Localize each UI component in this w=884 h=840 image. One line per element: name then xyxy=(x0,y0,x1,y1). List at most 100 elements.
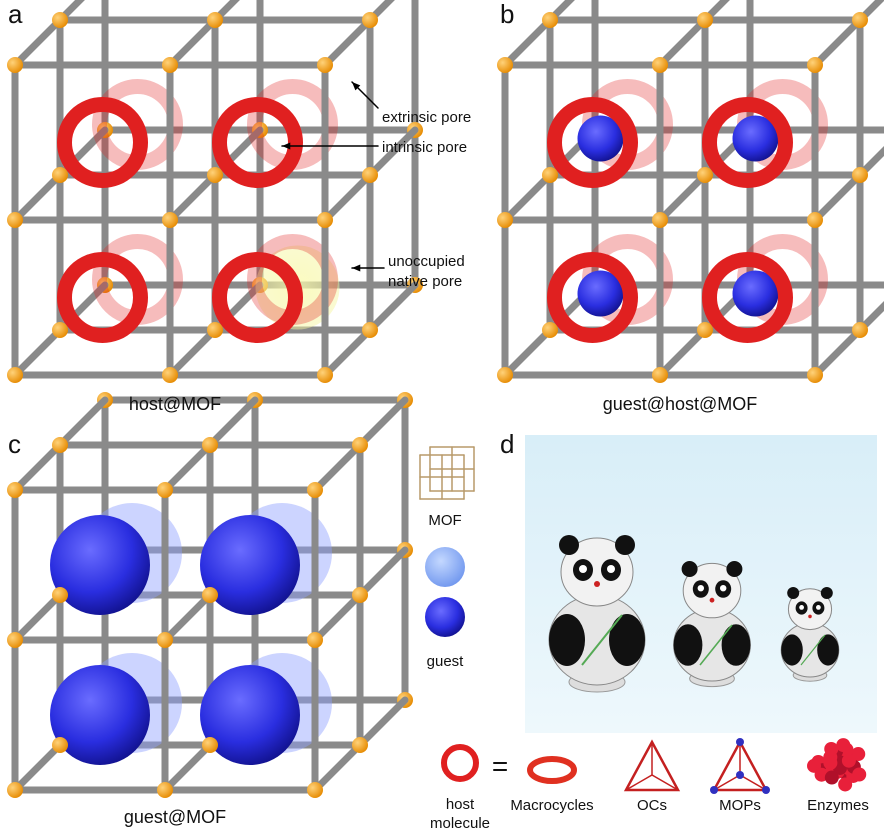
bamboo xyxy=(699,624,733,666)
arm xyxy=(549,614,585,666)
annotation: extrinsic pore xyxy=(382,109,471,126)
ear xyxy=(787,587,800,599)
arrow-head xyxy=(352,264,361,272)
ring xyxy=(212,252,303,343)
arm xyxy=(673,624,703,666)
guest xyxy=(577,270,624,317)
eye xyxy=(579,565,587,573)
ear xyxy=(681,561,698,577)
node xyxy=(207,322,223,338)
node xyxy=(202,437,218,453)
node xyxy=(307,782,323,798)
node xyxy=(542,12,558,28)
node xyxy=(52,587,68,603)
node xyxy=(697,167,713,183)
enzyme xyxy=(836,738,851,753)
rod xyxy=(811,0,884,69)
panel-label: d xyxy=(500,429,514,459)
ring xyxy=(547,252,638,343)
node xyxy=(162,57,178,73)
node xyxy=(497,57,513,73)
macrocycle xyxy=(527,756,577,784)
eye xyxy=(697,585,704,592)
node xyxy=(52,737,68,753)
node xyxy=(157,632,173,648)
guest xyxy=(577,115,624,162)
node xyxy=(307,632,323,648)
node xyxy=(352,437,368,453)
ring xyxy=(441,744,479,782)
equals: = xyxy=(492,750,508,781)
caption: host@MOF xyxy=(129,394,221,414)
caption: guest@MOF xyxy=(124,807,226,827)
node xyxy=(157,482,173,498)
doll-head xyxy=(787,588,833,631)
panel-label: b xyxy=(500,0,514,29)
guest-ghost xyxy=(425,547,465,587)
panel-label: c xyxy=(8,429,21,459)
drawing xyxy=(7,0,884,798)
nose xyxy=(808,614,812,619)
node xyxy=(52,12,68,28)
ring xyxy=(702,97,793,188)
guest xyxy=(50,665,150,765)
caption: guest@host@MOF xyxy=(603,394,758,414)
cage xyxy=(711,739,769,792)
annotation: intrinsic pore xyxy=(382,139,467,156)
legend-label: MOF xyxy=(428,512,461,529)
annotation: unoccupied xyxy=(388,253,465,270)
node xyxy=(202,737,218,753)
legend-label: guest xyxy=(427,653,465,670)
node xyxy=(7,212,23,228)
node xyxy=(542,167,558,183)
node xyxy=(352,737,368,753)
node xyxy=(317,367,333,383)
node xyxy=(352,587,368,603)
node xyxy=(317,212,333,228)
node xyxy=(162,212,178,228)
node xyxy=(807,367,823,383)
enzyme xyxy=(824,770,839,785)
panel-label: a xyxy=(8,0,23,29)
node xyxy=(157,782,173,798)
node xyxy=(807,212,823,228)
item-label: MOPs xyxy=(719,797,761,814)
node xyxy=(7,367,23,383)
arm xyxy=(781,634,803,666)
node xyxy=(202,587,218,603)
ring xyxy=(702,252,793,343)
bamboo xyxy=(800,634,826,666)
arrow-head xyxy=(352,82,361,91)
doll-head xyxy=(560,537,634,607)
eye xyxy=(799,605,804,610)
node xyxy=(362,12,378,28)
ear xyxy=(726,561,743,577)
ear xyxy=(559,535,579,555)
guest xyxy=(200,515,300,615)
node xyxy=(7,782,23,798)
vertex xyxy=(710,786,718,794)
node xyxy=(652,212,668,228)
bamboo xyxy=(581,614,623,666)
host-label: molecule xyxy=(430,815,490,832)
ring xyxy=(547,97,638,188)
host-label: host xyxy=(446,796,475,813)
ring xyxy=(212,97,303,188)
doll-head xyxy=(682,562,742,619)
node xyxy=(7,57,23,73)
item-label: Macrocycles xyxy=(510,797,593,814)
guest xyxy=(50,515,150,615)
eye xyxy=(607,565,615,573)
guest xyxy=(732,115,779,162)
ear xyxy=(820,587,833,599)
node xyxy=(162,367,178,383)
node xyxy=(362,322,378,338)
eye xyxy=(720,585,727,592)
node xyxy=(697,322,713,338)
item-label: OCs xyxy=(637,797,667,814)
ring xyxy=(57,97,148,188)
enzyme xyxy=(852,767,867,782)
node xyxy=(542,322,558,338)
enzyme xyxy=(823,755,838,770)
